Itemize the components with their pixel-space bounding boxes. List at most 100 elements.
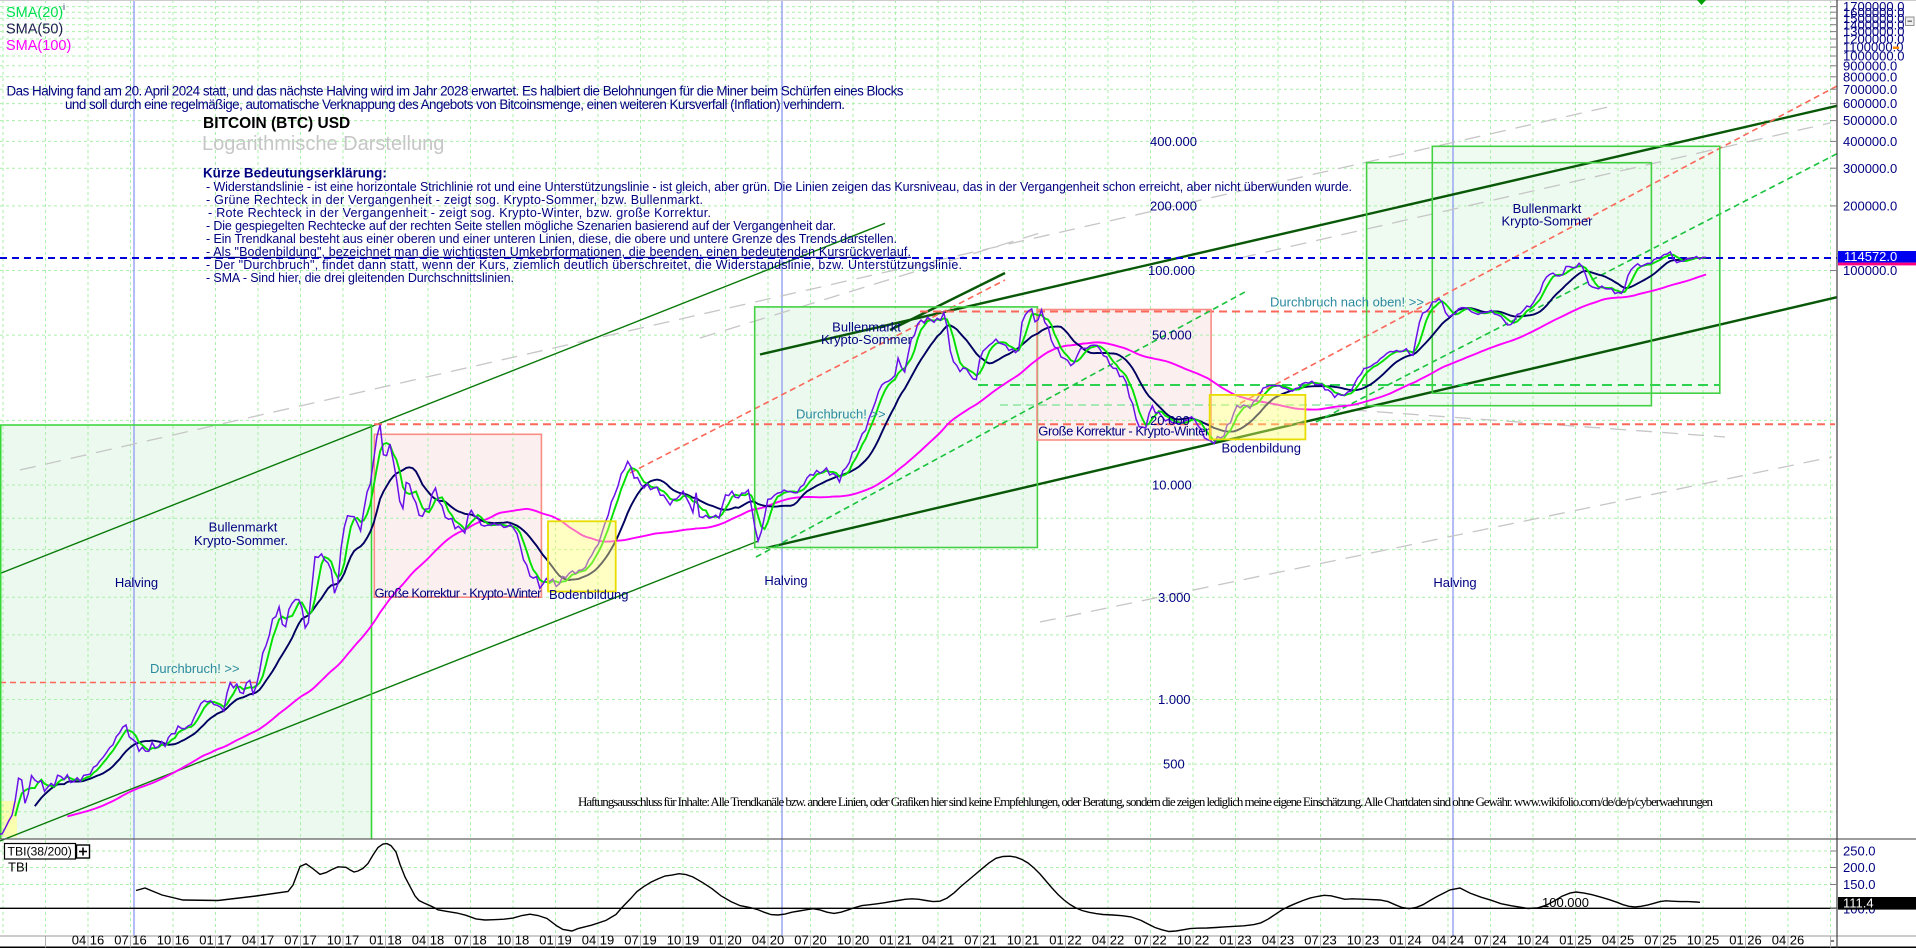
svg-text:700000.0: 700000.0 — [1843, 82, 1897, 97]
svg-text:Bullenmarkt: Bullenmarkt — [1513, 201, 1582, 216]
svg-text:111.4: 111.4 — [1843, 895, 1874, 910]
svg-text:100.000: 100.000 — [1148, 263, 1195, 278]
svg-text:01 22: 01 22 — [1049, 933, 1082, 948]
svg-text:Bullenmarkt: Bullenmarkt — [832, 320, 901, 335]
svg-text:1600000.0: 1600000.0 — [1843, 5, 1904, 20]
svg-text:1700000.0: 1700000.0 — [1843, 0, 1904, 14]
svg-text:100000.0: 100000.0 — [1843, 263, 1897, 278]
svg-text:- Die gespiegelten Rechtecke a: - Die gespiegelten Rechtecke auf der rec… — [206, 219, 836, 233]
svg-text:07 17: 07 17 — [284, 933, 317, 948]
svg-text:TBI(38/200): TBI(38/200) — [8, 844, 72, 858]
svg-text:- Grüne Rechteck in der Vergan: - Grüne Rechteck in der Vergangenheit - … — [206, 193, 703, 207]
svg-text:500000.0: 500000.0 — [1843, 113, 1897, 128]
svg-text:01 17: 01 17 — [199, 933, 232, 948]
svg-text:04 18: 04 18 — [412, 933, 445, 948]
svg-text:Durchbruch nach oben! >>: Durchbruch nach oben! >> — [1270, 294, 1424, 309]
svg-text:1300000.0: 1300000.0 — [1843, 24, 1904, 39]
svg-text:Durchbruch! >>: Durchbruch! >> — [150, 661, 240, 676]
svg-text:07 18: 07 18 — [454, 933, 487, 948]
svg-text:Logarithmische Darstellung: Logarithmische Darstellung — [202, 133, 444, 155]
svg-text:04 21: 04 21 — [922, 933, 955, 948]
svg-text:10 25: 10 25 — [1687, 933, 1720, 948]
svg-text:SMA(20): SMA(20) — [6, 5, 63, 21]
svg-text:01 26: 01 26 — [1729, 933, 1762, 948]
svg-text:100.000: 100.000 — [1542, 895, 1589, 910]
svg-text:Halving: Halving — [764, 573, 807, 588]
svg-text:50.000: 50.000 — [1152, 328, 1192, 343]
svg-text:400000.0: 400000.0 — [1843, 134, 1897, 149]
svg-text:TBI: TBI — [8, 860, 28, 875]
svg-text:1100000.0: 1100000.0 — [1843, 40, 1904, 55]
svg-text:04 26: 04 26 — [1772, 933, 1805, 948]
svg-text:500: 500 — [1163, 757, 1185, 772]
svg-text:- Als "Bodenbildung", bezeichn: - Als "Bodenbildung", bezeichnet man die… — [206, 245, 911, 259]
svg-text:BITCOIN (BTC) USD: BITCOIN (BTC) USD — [203, 115, 350, 132]
svg-text:04 25: 04 25 — [1602, 933, 1635, 948]
svg-text:400.000: 400.000 — [1150, 134, 1197, 149]
svg-text:10.000: 10.000 — [1152, 478, 1192, 493]
svg-text:- Rote Rechteck in der Vergang: - Rote Rechteck in der Vergangenheit - z… — [208, 206, 711, 220]
svg-text:01 19: 01 19 — [539, 933, 572, 948]
svg-text:04 24: 04 24 — [1432, 933, 1465, 948]
svg-text:Bullenmarkt: Bullenmarkt — [209, 520, 278, 535]
svg-text:300000.0: 300000.0 — [1843, 161, 1897, 176]
svg-text:800000.0: 800000.0 — [1843, 69, 1897, 84]
svg-text:1400000.0: 1400000.0 — [1843, 17, 1904, 32]
svg-text:Kürze Bedeutungserklärung:: Kürze Bedeutungserklärung: — [203, 166, 387, 181]
svg-text:- Der "Durchbruch", findet dan: - Der "Durchbruch", findet dann statt, w… — [206, 258, 962, 272]
svg-text:10 21: 10 21 — [1007, 933, 1040, 948]
svg-text:1.000: 1.000 — [1158, 692, 1191, 707]
svg-text:01 24: 01 24 — [1389, 933, 1422, 948]
svg-text:10 24: 10 24 — [1517, 933, 1550, 948]
svg-text:04 20: 04 20 — [752, 933, 785, 948]
svg-text:10 23: 10 23 — [1347, 933, 1380, 948]
svg-text:- Widerstandslinie - ist eine: - Widerstandslinie - ist eine horizontal… — [206, 180, 1352, 194]
svg-text:04 17: 04 17 — [242, 933, 275, 948]
svg-text:10 18: 10 18 — [497, 933, 530, 948]
svg-text:10 17: 10 17 — [327, 933, 360, 948]
svg-text:07 24: 07 24 — [1474, 933, 1507, 948]
svg-text:3.000: 3.000 — [1158, 590, 1191, 605]
svg-text:Das Halving fand am 20. April: Das Halving fand am 20. April 2024 statt… — [7, 84, 904, 99]
svg-text:SMA(50): SMA(50) — [6, 22, 63, 38]
svg-text:250.0: 250.0 — [1843, 844, 1876, 859]
svg-text:Große Korrektur - Krypto-Winte: Große Korrektur - Krypto-Winter — [1038, 423, 1210, 438]
svg-text:04 22: 04 22 — [1092, 933, 1125, 948]
svg-text:Bodenbildung: Bodenbildung — [1222, 441, 1302, 456]
svg-text:200000.0: 200000.0 — [1843, 199, 1897, 214]
svg-text:200.000: 200.000 — [1150, 199, 1197, 214]
svg-text:10 16: 10 16 — [157, 933, 190, 948]
svg-text:01 21: 01 21 — [879, 933, 912, 948]
svg-text:1500000.0: 1500000.0 — [1843, 11, 1904, 26]
svg-text:Große Korrektur - Krypto-Winte: Große Korrektur - Krypto-Winter — [375, 586, 543, 601]
svg-text:Bodenbildung: Bodenbildung — [549, 587, 629, 602]
svg-text:01 18: 01 18 — [369, 933, 402, 948]
svg-text:Halving: Halving — [1433, 575, 1476, 590]
svg-text:und soll durch eine regelmäßig: und soll durch eine regelmäßige, automat… — [65, 97, 845, 112]
svg-text:01 23: 01 23 — [1219, 933, 1252, 948]
svg-text:200.0: 200.0 — [1843, 860, 1876, 875]
svg-text:Halving: Halving — [115, 575, 158, 590]
svg-text:i: i — [63, 2, 65, 12]
svg-text:07 21: 07 21 — [964, 933, 997, 948]
svg-text:SMA(100): SMA(100) — [6, 38, 71, 54]
svg-text:01 20: 01 20 — [709, 933, 742, 948]
svg-text:114572.0: 114572.0 — [1844, 249, 1897, 264]
svg-text:04 16: 04 16 — [72, 933, 105, 948]
svg-text:- SMA - Sind hier, die drei gl: - SMA - Sind hier, die drei gleitenden D… — [206, 271, 514, 285]
svg-text:1200000.0: 1200000.0 — [1843, 32, 1904, 47]
svg-text:04 19: 04 19 — [582, 933, 615, 948]
svg-text:07 16: 07 16 — [114, 933, 147, 948]
svg-text:600000.0: 600000.0 — [1843, 96, 1897, 111]
svg-text:-: - — [1830, 933, 1834, 948]
svg-text:20.000: 20.000 — [1150, 413, 1190, 428]
svg-text:10 20: 10 20 — [837, 933, 870, 948]
svg-text:900000.0: 900000.0 — [1843, 58, 1897, 73]
svg-text:07 19: 07 19 — [624, 933, 657, 948]
svg-text:Durchbruch! >>: Durchbruch! >> — [796, 407, 886, 422]
svg-text:10 19: 10 19 — [667, 933, 700, 948]
svg-text:150.0: 150.0 — [1843, 877, 1876, 892]
svg-text:1000000.0: 1000000.0 — [1843, 49, 1904, 64]
svg-text:Krypto-Sommer.: Krypto-Sommer. — [194, 533, 288, 548]
svg-text:07 23: 07 23 — [1304, 933, 1337, 948]
